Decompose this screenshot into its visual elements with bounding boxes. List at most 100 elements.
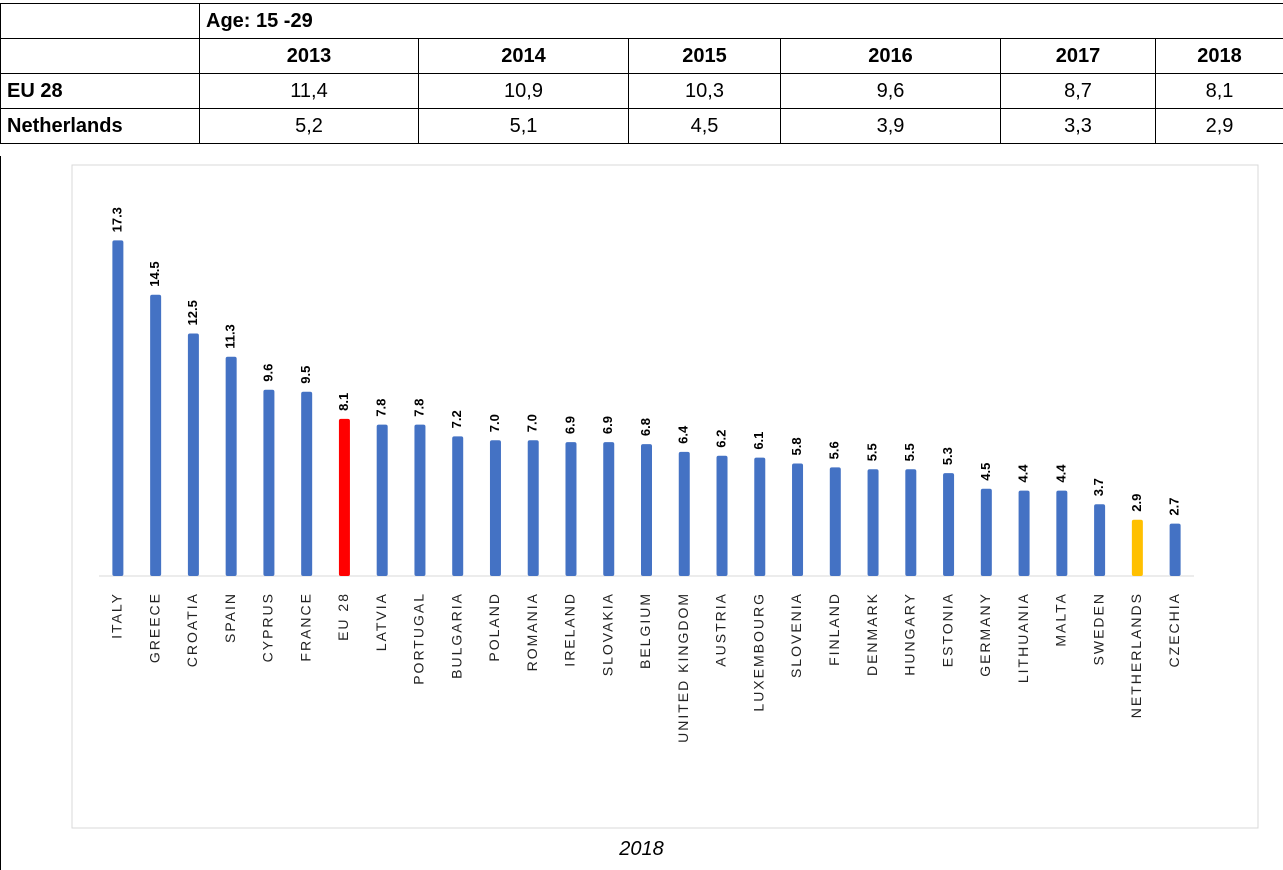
value-label: 12.5 <box>185 300 200 325</box>
value-label: 11.3 <box>223 324 238 349</box>
value-label: 9.5 <box>298 366 313 384</box>
bar <box>112 240 124 576</box>
value-label: 6.2 <box>713 430 728 448</box>
table-cell: 8,7 <box>1000 73 1156 109</box>
value-label: 7.8 <box>374 399 389 417</box>
bar <box>489 440 501 576</box>
value-label: 6.9 <box>600 416 615 434</box>
bar <box>301 391 313 576</box>
bar <box>187 333 199 576</box>
bar <box>527 440 539 576</box>
x-tick-label: NETHERLANDS <box>1128 592 1144 718</box>
value-label: 4.4 <box>1016 464 1031 483</box>
caption: 2018 <box>619 838 664 860</box>
value-label: 5.8 <box>789 437 804 455</box>
table-cell: 2,9 <box>1155 108 1283 144</box>
bar <box>980 488 992 576</box>
table-cell: Netherlands <box>0 108 200 144</box>
bar <box>1056 490 1068 576</box>
x-tick-label: FINLAND <box>826 592 842 666</box>
data-table: Age: 15 -29 2013 2014 2015 2016 2017 2018 EU … <box>0 3 1283 144</box>
bar <box>1018 490 1030 576</box>
x-tick-label: HUNGARY <box>902 592 918 676</box>
x-tick-label: SPAIN <box>222 592 238 643</box>
x-tick-label: FRANCE <box>297 592 313 662</box>
bar <box>338 418 350 576</box>
value-label: 5.5 <box>902 443 917 461</box>
bar <box>225 356 237 576</box>
x-tick-label: PORTUGAL <box>411 592 427 685</box>
table-cell: 11,4 <box>199 73 419 109</box>
bar <box>829 467 841 576</box>
bar <box>678 451 690 576</box>
bar <box>376 424 388 576</box>
value-label: 2.9 <box>1129 494 1144 512</box>
bar <box>603 442 615 576</box>
bar <box>565 442 577 576</box>
table-cell: 2015 <box>628 38 781 74</box>
value-label: 14.5 <box>147 261 162 286</box>
table-cell: 2013 <box>199 38 419 74</box>
bar <box>905 469 917 576</box>
table-cell: 5,1 <box>418 108 629 144</box>
table-cell: 3,9 <box>780 108 1001 144</box>
x-tick-label: CYPRUS <box>260 592 276 662</box>
table-cell: 10,9 <box>418 73 629 109</box>
x-tick-label: EU 28 <box>335 592 351 641</box>
table-row: Netherlands 5,2 5,1 4,5 3,9 3,3 2,9 <box>0 108 1283 144</box>
value-label: 7.2 <box>449 410 464 428</box>
value-label: 4.4 <box>1053 464 1068 483</box>
x-tick-label: GREECE <box>146 592 162 663</box>
bar <box>641 444 652 576</box>
value-label: 7.8 <box>411 399 426 417</box>
value-label: 6.1 <box>751 432 766 450</box>
bar <box>792 463 804 576</box>
value-label: 17.3 <box>109 207 124 232</box>
value-label: 2.7 <box>1167 498 1182 516</box>
table-cell: 5,2 <box>199 108 419 144</box>
chart-frame <box>71 164 1259 829</box>
table-cell: 4,5 <box>628 108 781 144</box>
bar <box>754 457 766 576</box>
x-tick-label: ROMANIA <box>524 592 540 671</box>
bar <box>1169 523 1181 576</box>
x-tick-label: MALTA <box>1053 592 1069 647</box>
value-label: 6.4 <box>676 425 691 444</box>
chart: 17.3 ITALY 14.5 GREECE 12.5 CROATIA 11.3 SPAIN 9… <box>71 164 1259 829</box>
value-label: 8.1 <box>336 393 351 411</box>
x-tick-label: BULGARIA <box>448 592 464 679</box>
x-tick-label: LATVIA <box>373 592 389 651</box>
bar <box>414 424 426 576</box>
bar <box>452 436 464 576</box>
value-label: 5.5 <box>864 443 879 461</box>
value-label: 7.0 <box>525 414 540 432</box>
x-tick-label: CZECHIA <box>1166 592 1182 667</box>
value-label: 6.9 <box>562 416 577 434</box>
x-tick-label: SLOVENIA <box>788 592 804 678</box>
x-tick-label: UNITED KINGDOM <box>675 592 691 743</box>
value-label: 9.6 <box>260 364 275 382</box>
table-cell: EU 28 <box>0 73 200 109</box>
bar <box>867 469 879 576</box>
x-tick-label: SLOVAKIA <box>599 592 615 676</box>
table-cell: 9,6 <box>780 73 1001 109</box>
value-label: 5.6 <box>827 441 842 459</box>
value-label: 4.5 <box>978 463 993 481</box>
table-row: EU 28 11,4 10,9 10,3 9,6 8,7 8,1 <box>0 73 1283 109</box>
bar <box>716 455 728 576</box>
value-label: 5.3 <box>940 447 955 465</box>
x-tick-label: ESTONIA <box>939 592 955 667</box>
x-tick-label: GERMANY <box>977 592 993 677</box>
page-border <box>0 156 1 870</box>
value-label: 3.7 <box>1091 478 1106 496</box>
x-tick-label: SWEDEN <box>1090 592 1106 665</box>
x-tick-label: CROATIA <box>184 592 200 667</box>
bar <box>1131 519 1143 576</box>
value-label: 7.0 <box>487 414 502 432</box>
x-tick-label: DENMARK <box>864 592 880 676</box>
bar <box>943 473 955 576</box>
table-cell: 10,3 <box>628 73 781 109</box>
x-tick-label: BELGIUM <box>637 592 653 669</box>
x-tick-label: IRELAND <box>562 592 578 667</box>
bar <box>263 389 275 576</box>
